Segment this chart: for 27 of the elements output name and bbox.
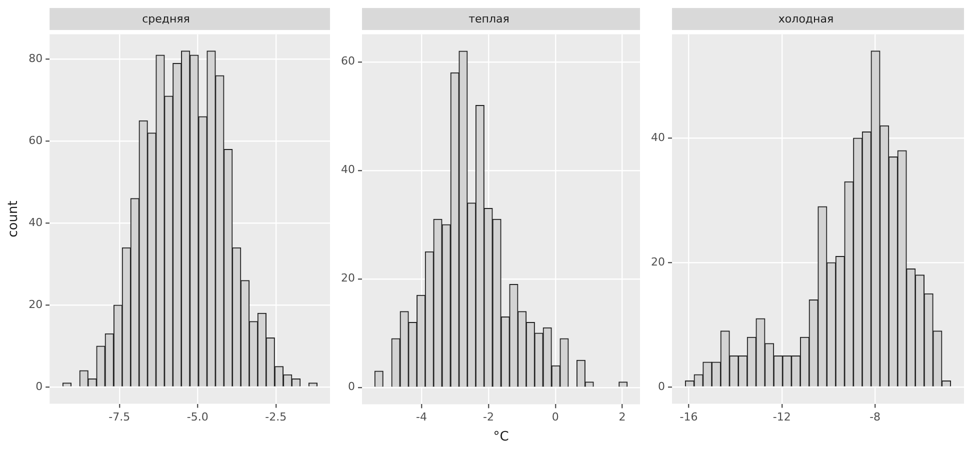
x-tick-label: -2.5 <box>265 410 287 424</box>
x-tick-label: -16 <box>680 410 698 424</box>
x-tick-label: -5.0 <box>186 410 208 424</box>
x-tick-label: -12 <box>772 410 791 424</box>
y-tick-label: 40 <box>28 216 43 229</box>
y-tick-label: 0 <box>348 380 355 394</box>
y-tick-label: 0 <box>658 380 665 393</box>
x-tick-label: -2 <box>482 410 494 424</box>
x-tick-label: -4 <box>416 410 428 424</box>
x-axis-title: °C <box>493 430 509 445</box>
x-tick-label: 2 <box>618 410 626 424</box>
y-tick-label: 20 <box>650 255 665 268</box>
chart-title: средняя <box>142 12 190 26</box>
x-tick-label: 0 <box>552 410 559 424</box>
y-tick-label: 40 <box>340 163 355 176</box>
y-tick-label: 60 <box>28 134 43 148</box>
y-tick-label: 80 <box>28 52 43 66</box>
chart-title: теплая <box>468 12 510 26</box>
x-tick-label: -8 <box>870 410 881 424</box>
x-tick-label: -7.5 <box>108 410 130 424</box>
chart-title: холодная <box>778 12 834 26</box>
y-axis-title: count <box>6 200 22 238</box>
y-tick-label: 40 <box>650 130 665 144</box>
y-tick-label: 20 <box>28 298 43 311</box>
y-tick-label: 0 <box>36 380 43 393</box>
y-tick-label: 20 <box>340 272 355 285</box>
y-tick-label: 60 <box>340 54 355 68</box>
